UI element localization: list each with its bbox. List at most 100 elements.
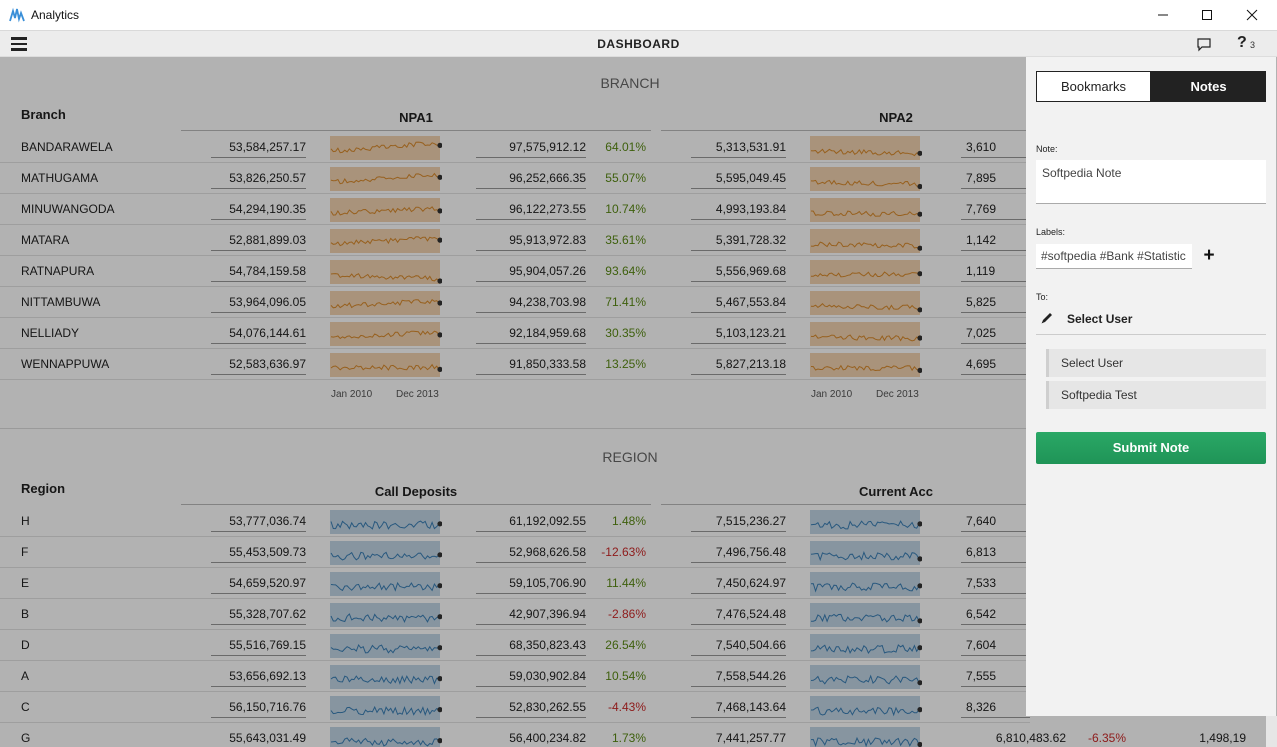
row-value-previous-2: 6,813: [966, 545, 997, 559]
value-underline: [691, 281, 786, 282]
sparkline-endpoint: [917, 680, 922, 686]
sparkline-chart: [330, 322, 442, 346]
row-value-current: 54,294,190.35: [229, 202, 306, 216]
row-value-previous: 95,904,057.26: [509, 264, 586, 278]
table-row[interactable]: G 55,643,031.49 56,400,234.82 1.73% 7,441,25…: [0, 723, 1246, 747]
value-underline: [961, 686, 1030, 687]
sparkline-line: [330, 206, 440, 216]
row-name: WENNAPPUWA: [21, 357, 110, 371]
table-row[interactable]: MATHUGAMA 53,826,250.57 96,252,666.35 55.07…: [0, 163, 1030, 194]
row-name: G: [21, 731, 31, 745]
row-change-percent: 30.35%: [605, 326, 646, 340]
value-underline: [211, 655, 306, 656]
row-name: C: [21, 700, 30, 714]
submit-note-button[interactable]: Submit Note: [1036, 432, 1266, 464]
sparkline-chart: [330, 136, 442, 160]
table-row[interactable]: D 55,516,769.15 68,350,823.43 26.54% 7,540,5…: [0, 630, 1030, 661]
row-name: MINUWANGODA: [21, 202, 115, 216]
sparkline-chart: [810, 198, 922, 222]
sparkline-background: [810, 198, 920, 222]
value-underline: [476, 157, 586, 158]
value-underline: [211, 188, 306, 189]
app-logo-icon: [9, 7, 25, 23]
select-user-dropdown[interactable]: Select User: [1036, 305, 1266, 335]
sparkline-endpoint: [437, 278, 442, 284]
user-option[interactable]: Select User: [1046, 349, 1266, 377]
sparkline-line: [330, 330, 440, 340]
sparkline-chart: [330, 353, 442, 377]
row-value-previous: 42,907,396.94: [509, 607, 586, 621]
table-row[interactable]: BANDARAWELA 53,584,257.17 97,575,912.12 64.…: [0, 132, 1030, 163]
to-label: To:: [1036, 292, 1049, 302]
window-titlebar: Analytics: [0, 0, 1277, 31]
sparkline-chart: [330, 541, 442, 565]
tab-bookmarks[interactable]: Bookmarks: [1036, 71, 1151, 102]
help-icon[interactable]: ?: [1237, 34, 1247, 51]
table-row[interactable]: NELLIADY 54,076,144.61 92,184,959.68 30.35%…: [0, 318, 1030, 349]
sparkline-line: [330, 363, 440, 371]
sparkline-endpoint: [437, 583, 442, 589]
table-row[interactable]: NITTAMBUWA 53,964,096.05 94,238,703.98 71.4…: [0, 287, 1030, 318]
note-textarea[interactable]: [1036, 160, 1266, 204]
minimize-button[interactable]: [1140, 0, 1186, 31]
value-underline: [476, 624, 586, 625]
table-row[interactable]: F 55,453,509.73 52,968,626.58 -12.63% 7,496,…: [0, 537, 1030, 568]
row-change-percent: -12.63%: [601, 545, 646, 559]
table-row[interactable]: E 54,659,520.97 59,105,706.90 11.44% 7,450,6…: [0, 568, 1030, 599]
sparkline-line: [810, 644, 920, 654]
value-underline: [691, 562, 786, 563]
table-row[interactable]: RATNAPURA 54,784,159.58 95,904,057.26 93.64…: [0, 256, 1030, 287]
value-underline: [961, 281, 1030, 282]
value-underline: [476, 281, 586, 282]
close-button[interactable]: [1229, 0, 1275, 31]
sparkline-line: [330, 273, 440, 282]
table-row[interactable]: A 53,656,692.13 59,030,902.84 10.54% 7,558,5…: [0, 661, 1030, 692]
table-row[interactable]: MATARA 52,881,899.03 95,913,972.83 35.61% 5,…: [0, 225, 1030, 256]
user-option[interactable]: Softpedia Test: [1046, 381, 1266, 409]
table-row[interactable]: C 56,150,716.76 52,830,262.55 -4.43% 7,468,1…: [0, 692, 1030, 723]
help-count-badge: 3: [1250, 40, 1256, 50]
table-row[interactable]: B 55,328,707.62 42,907,396.94 -2.86% 7,476,5…: [0, 599, 1030, 630]
value-underline: [211, 624, 306, 625]
sparkline-chart: [330, 665, 442, 689]
value-underline: [691, 219, 786, 220]
tab-notes[interactable]: Notes: [1151, 71, 1266, 102]
row-value-current-2: 7,540,504.66: [715, 638, 786, 652]
sparkline-chart: [810, 229, 922, 253]
table-row[interactable]: H 53,777,036.74 61,192,092.55 1.48% 7,515,23…: [0, 506, 1030, 537]
row-value-current-2: 5,103,123.21: [715, 326, 786, 340]
row-value-previous: 59,030,902.84: [509, 669, 586, 683]
row-change-percent: 1.73%: [611, 731, 646, 745]
chat-bubble-icon[interactable]: [1196, 36, 1212, 52]
add-label-button[interactable]: +: [1203, 245, 1215, 266]
sparkline-endpoint: [437, 552, 442, 558]
labels-input[interactable]: [1036, 244, 1192, 269]
row-value-previous-2: 7,640: [966, 514, 997, 528]
scrollbar[interactable]: [1266, 716, 1277, 747]
sparkline-line: [810, 706, 920, 717]
sparkline-line: [811, 271, 920, 278]
row-value-current-2: 5,313,531.91: [715, 140, 786, 154]
sparkline-line: [330, 737, 440, 747]
sparkline-endpoint: [917, 521, 922, 527]
sparkline-chart: [810, 665, 922, 689]
sparkline-background: [810, 603, 920, 627]
maximize-icon: [1202, 10, 1212, 20]
row-name: MATHUGAMA: [21, 171, 99, 185]
value-underline: [691, 250, 786, 251]
table-row[interactable]: WENNAPPUWA 52,583,636.97 91,850,333.58 13.2…: [0, 349, 1030, 380]
hamburger-icon[interactable]: [11, 37, 27, 51]
sparkline-endpoint: [437, 521, 442, 527]
row-name: E: [21, 576, 30, 590]
sparkline-line: [330, 551, 440, 561]
call-deposits-title: Call Deposits: [374, 484, 458, 499]
sparkline-line: [330, 141, 440, 154]
row-value-current-2: 7,558,544.26: [715, 669, 786, 683]
sparkline-chart: [810, 510, 922, 534]
table-row[interactable]: MINUWANGODA 54,294,190.35 96,122,273.55 10.…: [0, 194, 1030, 225]
row-value-previous: 94,238,703.98: [509, 295, 586, 309]
value-underline: [961, 531, 1030, 532]
value-underline: [476, 188, 586, 189]
pencil-icon: [1041, 313, 1052, 324]
maximize-button[interactable]: [1184, 0, 1230, 31]
